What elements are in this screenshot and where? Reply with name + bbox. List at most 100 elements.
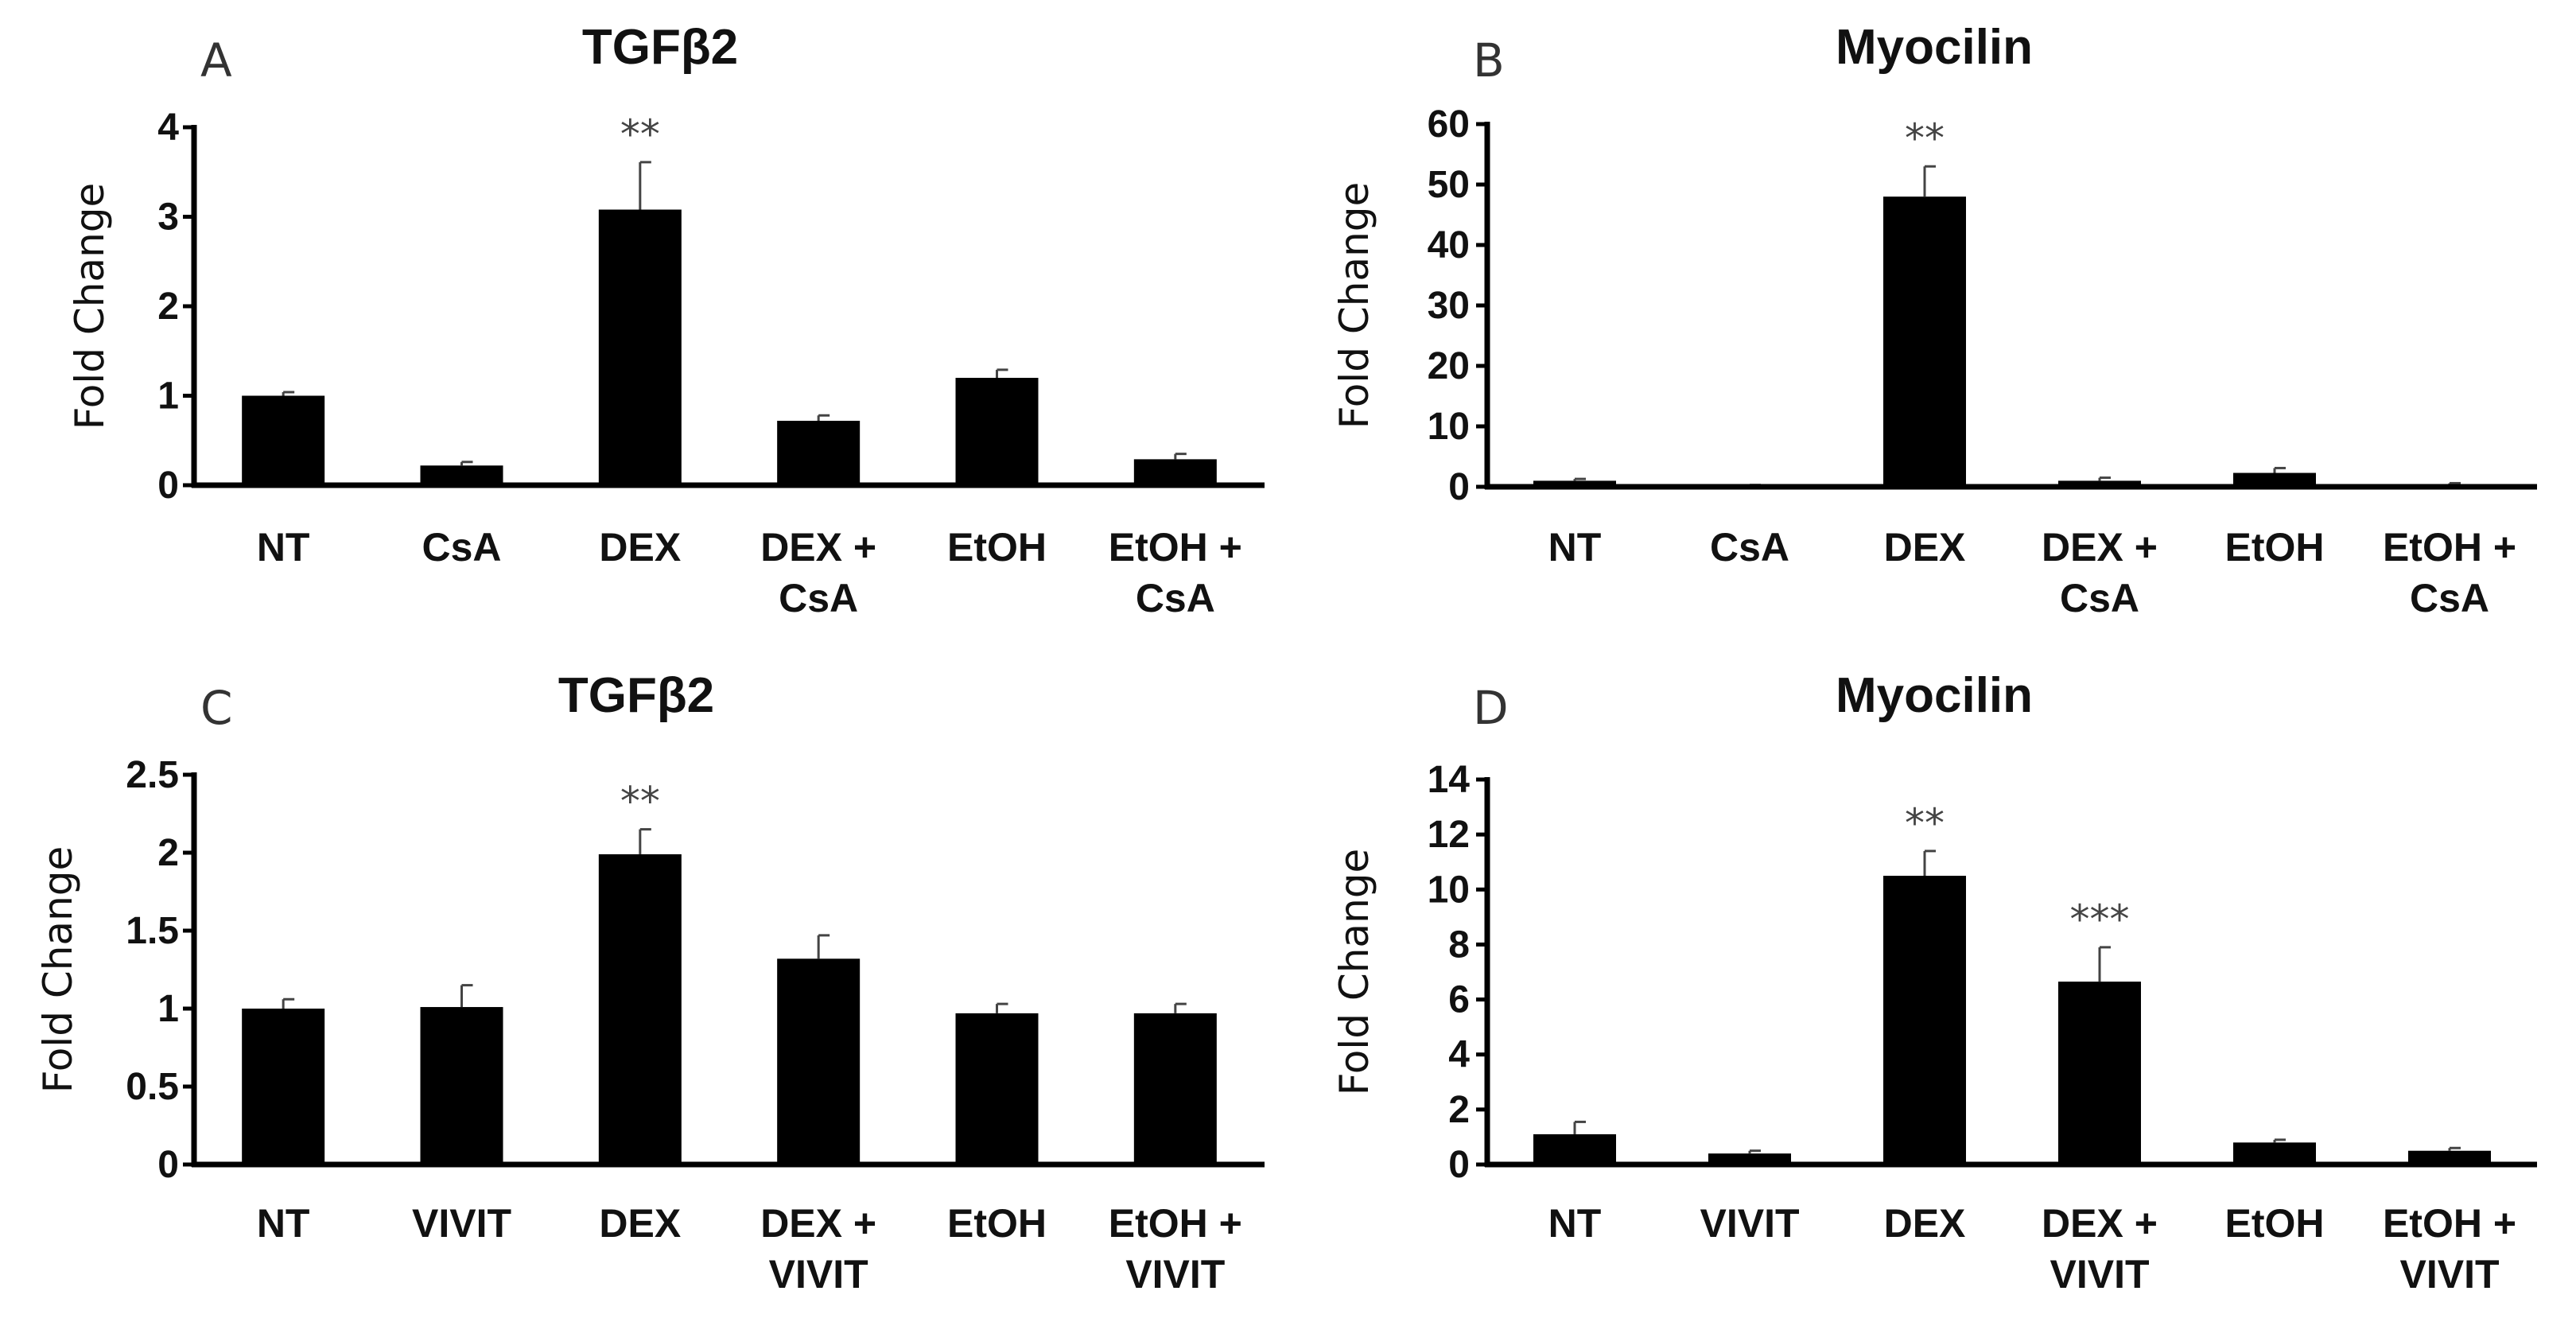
y-tick-label: 1 (157, 988, 179, 1030)
chart-title: TGFβ2 (558, 668, 714, 723)
x-tick-label: EtOH (2225, 525, 2325, 570)
y-tick-label: 10 (1428, 406, 1470, 448)
x-tick-label: DEX (1884, 525, 1966, 570)
y-axis-label: Fold Change (67, 183, 113, 430)
bar (420, 465, 503, 485)
x-tick-label: DEX + (760, 1201, 876, 1246)
x-tick-label: CsA (2410, 576, 2489, 620)
y-tick-label: 0 (1448, 466, 1470, 508)
x-tick-label: NT (257, 525, 310, 570)
bar (777, 421, 861, 485)
y-tick-label: 0 (157, 465, 179, 507)
y-tick-label: 0 (157, 1144, 179, 1186)
x-tick-label: EtOH (947, 525, 1047, 570)
y-tick-label: 1 (157, 375, 179, 418)
y-tick-label: 1.5 (126, 910, 179, 952)
x-tick-label: CsA (1136, 576, 1215, 620)
y-tick-label: 2 (157, 286, 179, 328)
x-tick-label: DEX (599, 1201, 681, 1246)
x-tick-label: EtOH + (2383, 1201, 2516, 1246)
bar (2233, 472, 2316, 487)
y-tick-label: 3 (157, 196, 179, 239)
x-tick-label: EtOH + (2383, 525, 2516, 570)
y-tick-label: 2.5 (126, 754, 179, 796)
chart-title: TGFβ2 (582, 20, 738, 75)
bar (955, 378, 1039, 485)
x-tick-label: VIVIT (1700, 1201, 1799, 1246)
y-tick-label: 12 (1428, 814, 1470, 856)
panel-letter: A (200, 33, 232, 87)
bar (242, 395, 325, 485)
y-tick-label: 50 (1428, 164, 1470, 206)
bar (1533, 480, 1616, 487)
y-tick-label: 60 (1428, 103, 1470, 146)
y-axis-label: Fold Change (35, 846, 81, 1094)
y-tick-label: 0.5 (126, 1066, 179, 1108)
y-axis-label: Fold Change (1331, 182, 1377, 430)
panel-letter: D (1473, 681, 1509, 735)
x-tick-label: CsA (2060, 576, 2139, 620)
panel-letter: B (1473, 33, 1505, 87)
y-tick-label: 4 (1448, 1034, 1470, 1076)
y-tick-label: 20 (1428, 345, 1470, 387)
bar (420, 1007, 503, 1165)
y-tick-label: 30 (1428, 285, 1470, 327)
x-tick-label: DEX (1884, 1201, 1966, 1246)
y-tick-label: 14 (1428, 759, 1471, 801)
chart-title: Myocilin (1836, 20, 2033, 75)
significance-marker: *** (2070, 896, 2130, 943)
panel-a: A TGFβ2 Fold Change 0 1 2 3 4 NT CsA ** DEX DEX + CsA… (67, 20, 1265, 620)
x-tick-label: CsA (422, 525, 501, 570)
y-tick-label: 0 (1448, 1144, 1470, 1186)
bar (955, 1013, 1039, 1165)
x-tick-label: VIVIT (412, 1201, 511, 1246)
panel-d: D Myocilin Fold Change 0 2 4 6 8 10 12 14 NT VIVIT **… (1331, 668, 2537, 1297)
panel-b: B Myocilin Fold Change 0 10 20 30 40 50 60 NT CsA **… (1331, 20, 2537, 620)
y-tick-label: 2 (1448, 1089, 1470, 1131)
y-axis-label: Fold Change (1331, 849, 1377, 1096)
x-tick-label: EtOH + (1109, 1201, 1242, 1246)
bar (2408, 1150, 2491, 1165)
x-tick-label: CsA (779, 576, 858, 620)
y-tick-label: 6 (1448, 979, 1470, 1021)
x-tick-label: DEX + (760, 525, 876, 570)
x-tick-label: EtOH (2225, 1201, 2325, 1246)
bar (1533, 1133, 1616, 1165)
x-tick-label: DEX + (2042, 1201, 2158, 1246)
x-tick-label: VIVIT (2050, 1252, 2149, 1297)
bar (2233, 1142, 2316, 1165)
x-tick-label: DEX + (2042, 525, 2158, 570)
y-tick-label: 2 (157, 832, 179, 874)
x-tick-label: CsA (1710, 525, 1789, 570)
x-tick-label: VIVIT (2399, 1252, 2499, 1297)
x-tick-label: EtOH (947, 1201, 1047, 1246)
bar (1883, 196, 1966, 487)
bar (2058, 982, 2141, 1165)
x-tick-label: EtOH + (1109, 525, 1242, 570)
bar (1133, 1013, 1217, 1165)
bar (1883, 876, 1966, 1165)
significance-marker: ** (620, 111, 660, 157)
y-tick-label: 8 (1448, 923, 1470, 966)
x-tick-label: VIVIT (1125, 1252, 1225, 1297)
significance-marker: ** (620, 779, 660, 825)
bar (242, 1009, 325, 1165)
y-tick-label: 40 (1428, 224, 1470, 266)
bar (2058, 480, 2141, 487)
y-tick-label: 4 (157, 107, 179, 149)
x-tick-label: NT (257, 1201, 310, 1246)
x-tick-label: NT (1548, 1201, 1602, 1246)
bar (1133, 459, 1217, 485)
significance-marker: ** (1905, 800, 1945, 846)
significance-marker: ** (1905, 115, 1945, 161)
x-tick-label: VIVIT (769, 1252, 868, 1297)
bar (777, 958, 861, 1165)
panel-letter: C (200, 681, 233, 735)
chart-title: Myocilin (1836, 668, 2033, 723)
panel-c: C TGFβ2 Fold Change 0 0.5 1 1.5 2 2.5 NT VIVIT ** DE… (35, 668, 1265, 1297)
x-tick-label: DEX (599, 525, 681, 570)
y-tick-label: 10 (1428, 869, 1470, 911)
bar (598, 853, 682, 1165)
bar (598, 209, 682, 485)
